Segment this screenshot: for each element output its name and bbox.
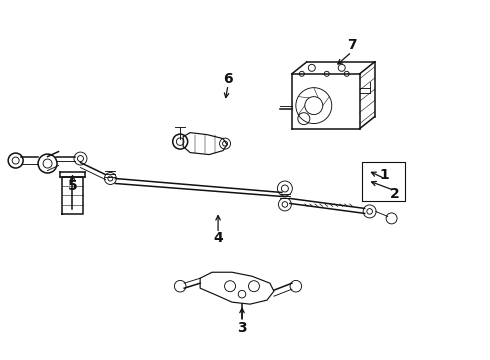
- Text: 3: 3: [237, 321, 247, 335]
- Text: 7: 7: [347, 38, 357, 52]
- Text: 1: 1: [380, 167, 390, 181]
- Text: 6: 6: [223, 72, 233, 86]
- Text: 5: 5: [68, 180, 77, 193]
- Text: 2: 2: [390, 188, 399, 202]
- Text: 4: 4: [213, 231, 223, 245]
